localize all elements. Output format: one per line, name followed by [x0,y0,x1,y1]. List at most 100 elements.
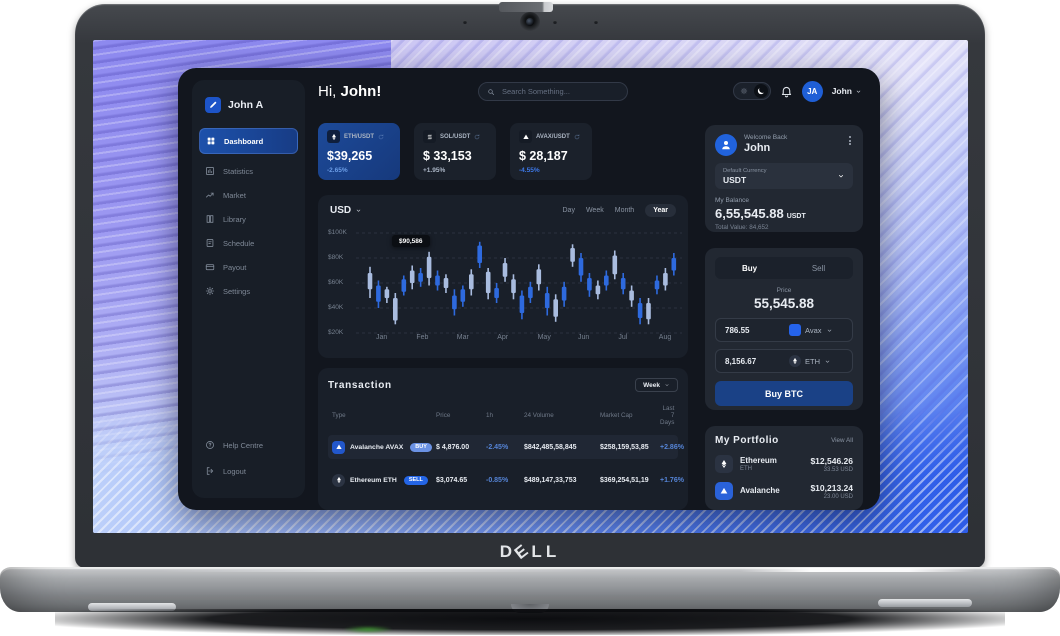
svg-text:May: May [538,334,552,341]
mic-dot-right [594,20,598,24]
webcam-lens [526,18,534,26]
range-week[interactable]: Week [585,207,604,214]
last7-cell: +2.86% [660,443,684,451]
chevron-down-icon [824,358,831,365]
user-menu[interactable]: John [832,86,862,96]
avax-icon [715,482,733,500]
portfolio-item-name: Avalanche [740,486,780,495]
ticker-card-eth-usdt[interactable]: ETH/USDT $39,265 -2.65% [318,123,400,180]
avax-icon [332,440,345,454]
screen: John A Dashboard Statistics Market Library S… [93,40,968,533]
portfolio-item-text: Ethereum ETH [740,456,777,472]
webcam [520,12,540,32]
amount-input[interactable] [723,355,785,367]
sidebar-item-statistics[interactable]: Statistics [192,159,305,183]
account-name: John [744,142,771,154]
svg-text:Apr: Apr [497,334,509,341]
portfolio-item-values: $12,546.26 33.53 USD [810,456,853,473]
avatar[interactable]: JA [801,80,823,102]
eth-icon [327,130,340,143]
avax-token-icon [789,324,801,336]
table-row-ethereum-eth[interactable]: Ethereum ETH SELL $3,074.65 -0.85% $489,147,… [328,468,684,492]
sidebar-item-library[interactable]: Library [192,207,305,231]
sun-icon [740,87,748,95]
transaction-panel: Transaction Week Type Price 1h 24 Volume Mar… [318,368,688,510]
header-icons: JA John [732,80,862,102]
change-1h-cell: -2.45% [486,443,509,451]
chevron-down-icon [826,327,833,334]
sidebar-item-schedule[interactable]: Schedule [192,231,305,255]
search-bar[interactable] [478,82,628,101]
range-year[interactable]: Year [645,204,676,217]
sidebar-user[interactable]: John A [192,80,305,128]
chevron-down-icon [855,88,862,95]
range-month[interactable]: Month [614,207,635,214]
crypto-dashboard-window: John A Dashboard Statistics Market Library S… [178,68,880,510]
trade-inputs: Avax ETH [715,318,853,373]
svg-text:Aug: Aug [659,334,672,341]
search-input[interactable] [500,86,619,97]
trade-badge: SELL [403,475,428,485]
sidebar-footer: Help Centre Logout [192,432,305,484]
camera-shutter-tab [499,2,553,12]
buy-btc-button[interactable]: Buy BTC [715,381,853,406]
sidebar-item-payout[interactable]: Payout [192,255,305,279]
rubber-foot-left [88,603,176,611]
bell-icon[interactable] [780,85,793,98]
currency-label: USD [330,205,352,216]
sidebar-item-dashboard[interactable]: Dashboard [199,128,298,154]
grid-icon [206,136,216,146]
column-header: Market Cap [600,412,633,419]
table-row-avalanche-avax[interactable]: Avalanche AVAX BUY $ 4,876.00 -2.45% $842,48… [328,435,684,459]
asset-cell: Ethereum ETH SELL [332,473,436,487]
range-day[interactable]: Day [562,207,575,214]
search-icon [487,88,495,96]
portfolio-item-ethereum[interactable]: Ethereum ETH $12,546.26 33.53 USD [715,455,853,473]
ticker-card-avax-usdt[interactable]: AVAX/USDT $ 28,187 -4.55% [510,123,592,180]
transaction-header: Transaction Week [328,378,678,392]
view-all-link[interactable]: View All [831,437,853,444]
sidebar-item-label: Logout [223,466,246,476]
brand-letter: L [531,542,546,561]
trade-amount-row[interactable]: Avax [715,318,853,342]
chevron-down-icon [355,207,362,214]
trade-tab-sell[interactable]: Sell [811,263,826,273]
edit-icon [205,97,221,113]
currency-select-text: Default Currency USDT [723,168,767,185]
header: Hi, John! JA [318,78,862,104]
welcome-label: Welcome Back [744,134,788,141]
default-currency-select[interactable]: Default Currency USDT [715,163,853,189]
trade-badge: BUY [410,442,432,452]
balance-label: My Balance [715,197,749,204]
svg-text:Mar: Mar [457,334,470,341]
chart-header: USD Day Week Month Year [318,195,688,217]
ticker-card-sol-usdt[interactable]: SOL/USDT $ 33,153 +1.95% [414,123,496,180]
portfolio-item-avalanche[interactable]: Avalanche $10,213.24 23.00 USD [715,482,853,500]
period-dropdown[interactable]: Week [635,378,678,392]
sidebar-item-logout[interactable]: Logout [192,458,305,484]
svg-text:Jun: Jun [578,334,589,341]
amount-input[interactable] [723,324,785,336]
kebab-menu-icon[interactable] [847,134,853,147]
trade-panel: Buy Sell Price 55,545.88 Avax ETH Buy BTC [705,248,863,410]
ticker-card-header: SOL/USDT [423,130,487,143]
currency-dropdown[interactable]: USD [330,205,362,216]
price-label: Price [776,287,792,294]
sidebar-item-help-centre[interactable]: Help Centre [192,432,305,458]
base-highlight-left [160,569,590,572]
table-header: Type Price 1h 24 Volume Market Cap Last 7 Day… [328,405,678,426]
rubber-foot-right [878,599,972,607]
pair-price: $39,265 [327,149,373,163]
sidebar-item-settings[interactable]: Settings [192,279,305,303]
camera-led [553,20,557,24]
sidebar-nav: Dashboard Statistics Market Library Schedule… [192,128,305,303]
trade-amount-row[interactable]: ETH [715,349,853,373]
trade-tab-buy[interactable]: Buy [741,263,758,273]
laptop-base [0,567,1060,613]
ticker-cards: ETH/USDT $39,265 -2.65% SOL/USDT $ 33,153 +1.… [318,123,690,180]
theme-toggle[interactable] [732,82,771,100]
portfolio-item-text: Avalanche [740,486,780,496]
sidebar-item-market[interactable]: Market [192,183,305,207]
portfolio-title: My Portfolio [715,435,779,446]
